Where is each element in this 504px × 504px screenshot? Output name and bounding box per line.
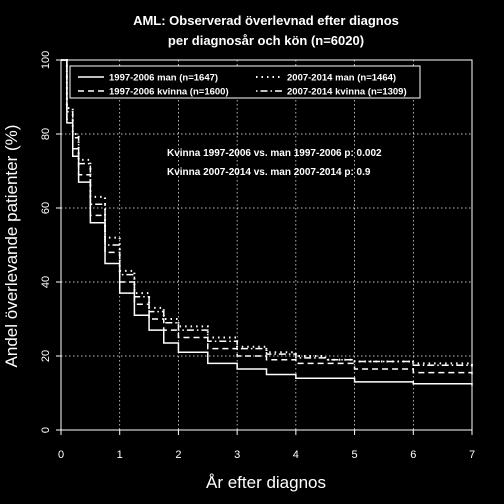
x-tick-label: 7	[469, 449, 475, 461]
legend-label-3: 2007-2014 man (n=1464)	[287, 73, 396, 84]
y-tick-label: 40	[40, 276, 52, 288]
legend-label-1: 1997-2006 man (n=1647)	[109, 73, 218, 84]
y-tick-label: 20	[40, 350, 52, 362]
x-tick-label: 5	[352, 449, 358, 461]
y-tick-label: 100	[40, 51, 52, 69]
x-tick-label: 0	[58, 449, 64, 461]
plot-frame	[60, 59, 473, 431]
legend-label-2: 1997-2006 kvinna (n=1600)	[109, 87, 229, 98]
axes: 0 1 2 3 4 5 6 7 0 20 40 60 80 100	[40, 51, 475, 461]
x-tick-label: 4	[293, 449, 299, 461]
y-tick-label: 0	[40, 427, 52, 433]
series-line-2	[61, 59, 473, 375]
x-tick-label: 2	[175, 449, 181, 461]
x-tick-label: 6	[410, 449, 416, 461]
legend-box	[69, 65, 421, 99]
x-tick-label: 1	[117, 449, 123, 461]
y-tick-label: 60	[40, 202, 52, 214]
x-tick-label: 3	[234, 449, 240, 461]
legend: 1997-2006 man (n=1647) 1997-2006 kvinna …	[69, 65, 421, 99]
y-axis-label: Andel överlevande patienter (%)	[2, 125, 21, 368]
chart-subtitle: per diagnosår och kön (n=6020)	[168, 33, 364, 48]
series-line-4	[61, 59, 473, 368]
y-tick-label: 80	[40, 128, 52, 140]
annotation-line-2: Kvinna 2007-2014 vs. man 2007-2014 p: 0.…	[167, 167, 371, 178]
legend-label-4: 2007-2014 kvinna (n=1309)	[287, 87, 407, 98]
series-layer	[61, 59, 473, 386]
chart-title: AML: Observerad överlevnad efter diagnos	[133, 13, 399, 28]
x-axis-label: År efter diagnos	[206, 473, 326, 492]
annotation-line-1: Kvinna 1997-2006 vs. man 1997-2006 p: 0.…	[167, 148, 382, 159]
